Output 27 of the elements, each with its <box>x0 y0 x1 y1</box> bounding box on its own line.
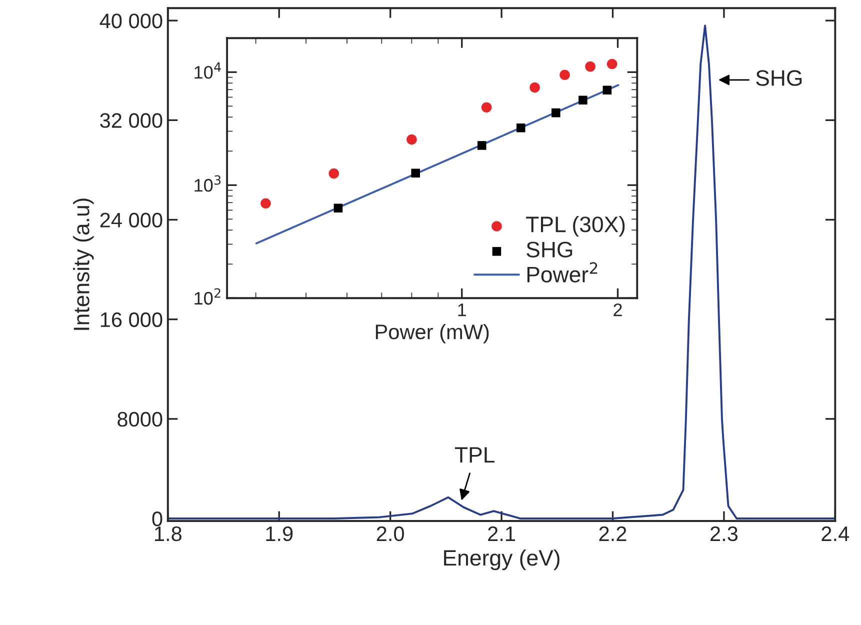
x-tick-label: 2.4 <box>822 526 850 541</box>
legend-label: SHG <box>526 242 572 258</box>
y-axis-title: Intensity (a.u) <box>73 198 94 330</box>
x-tick-label: 1.9 <box>266 526 293 542</box>
y-tick-label: 10$^{3}$ <box>194 175 221 192</box>
x-tick-label: 1 <box>458 304 466 316</box>
legend-label: Power$^{2}$ <box>527 262 598 282</box>
y-tick-label: 16 000 <box>100 312 162 328</box>
y-tick-label: 10$^{4}$ <box>194 62 221 79</box>
x-tick-label: 2.3 <box>710 526 738 542</box>
x-tick-label: 2.1 <box>488 526 515 541</box>
annotation: TPL <box>454 447 494 463</box>
line-series <box>168 24 836 520</box>
y-tick-label: 40 000 <box>100 14 162 28</box>
x-axis-title: Power (mW) <box>376 324 489 344</box>
y-tick-label: 8000 <box>118 412 162 427</box>
y-tick-label: 24 000 <box>100 212 162 228</box>
y-tick-label: 10$^{2}$ <box>194 288 220 305</box>
x-tick-label: 2.2 <box>599 526 626 541</box>
x-axis-title: Energy (eV) <box>444 549 560 570</box>
annotation: SHG <box>756 70 802 86</box>
x-tick-label: 1.8 <box>155 526 182 542</box>
x-tick-label: 2.0 <box>376 526 404 542</box>
legend-label: TPL (30X) <box>526 216 625 237</box>
y-tick-label: 0 <box>152 512 162 526</box>
x-tick-label: 2 <box>614 303 622 316</box>
y-tick-label: 32 000 <box>100 113 162 128</box>
